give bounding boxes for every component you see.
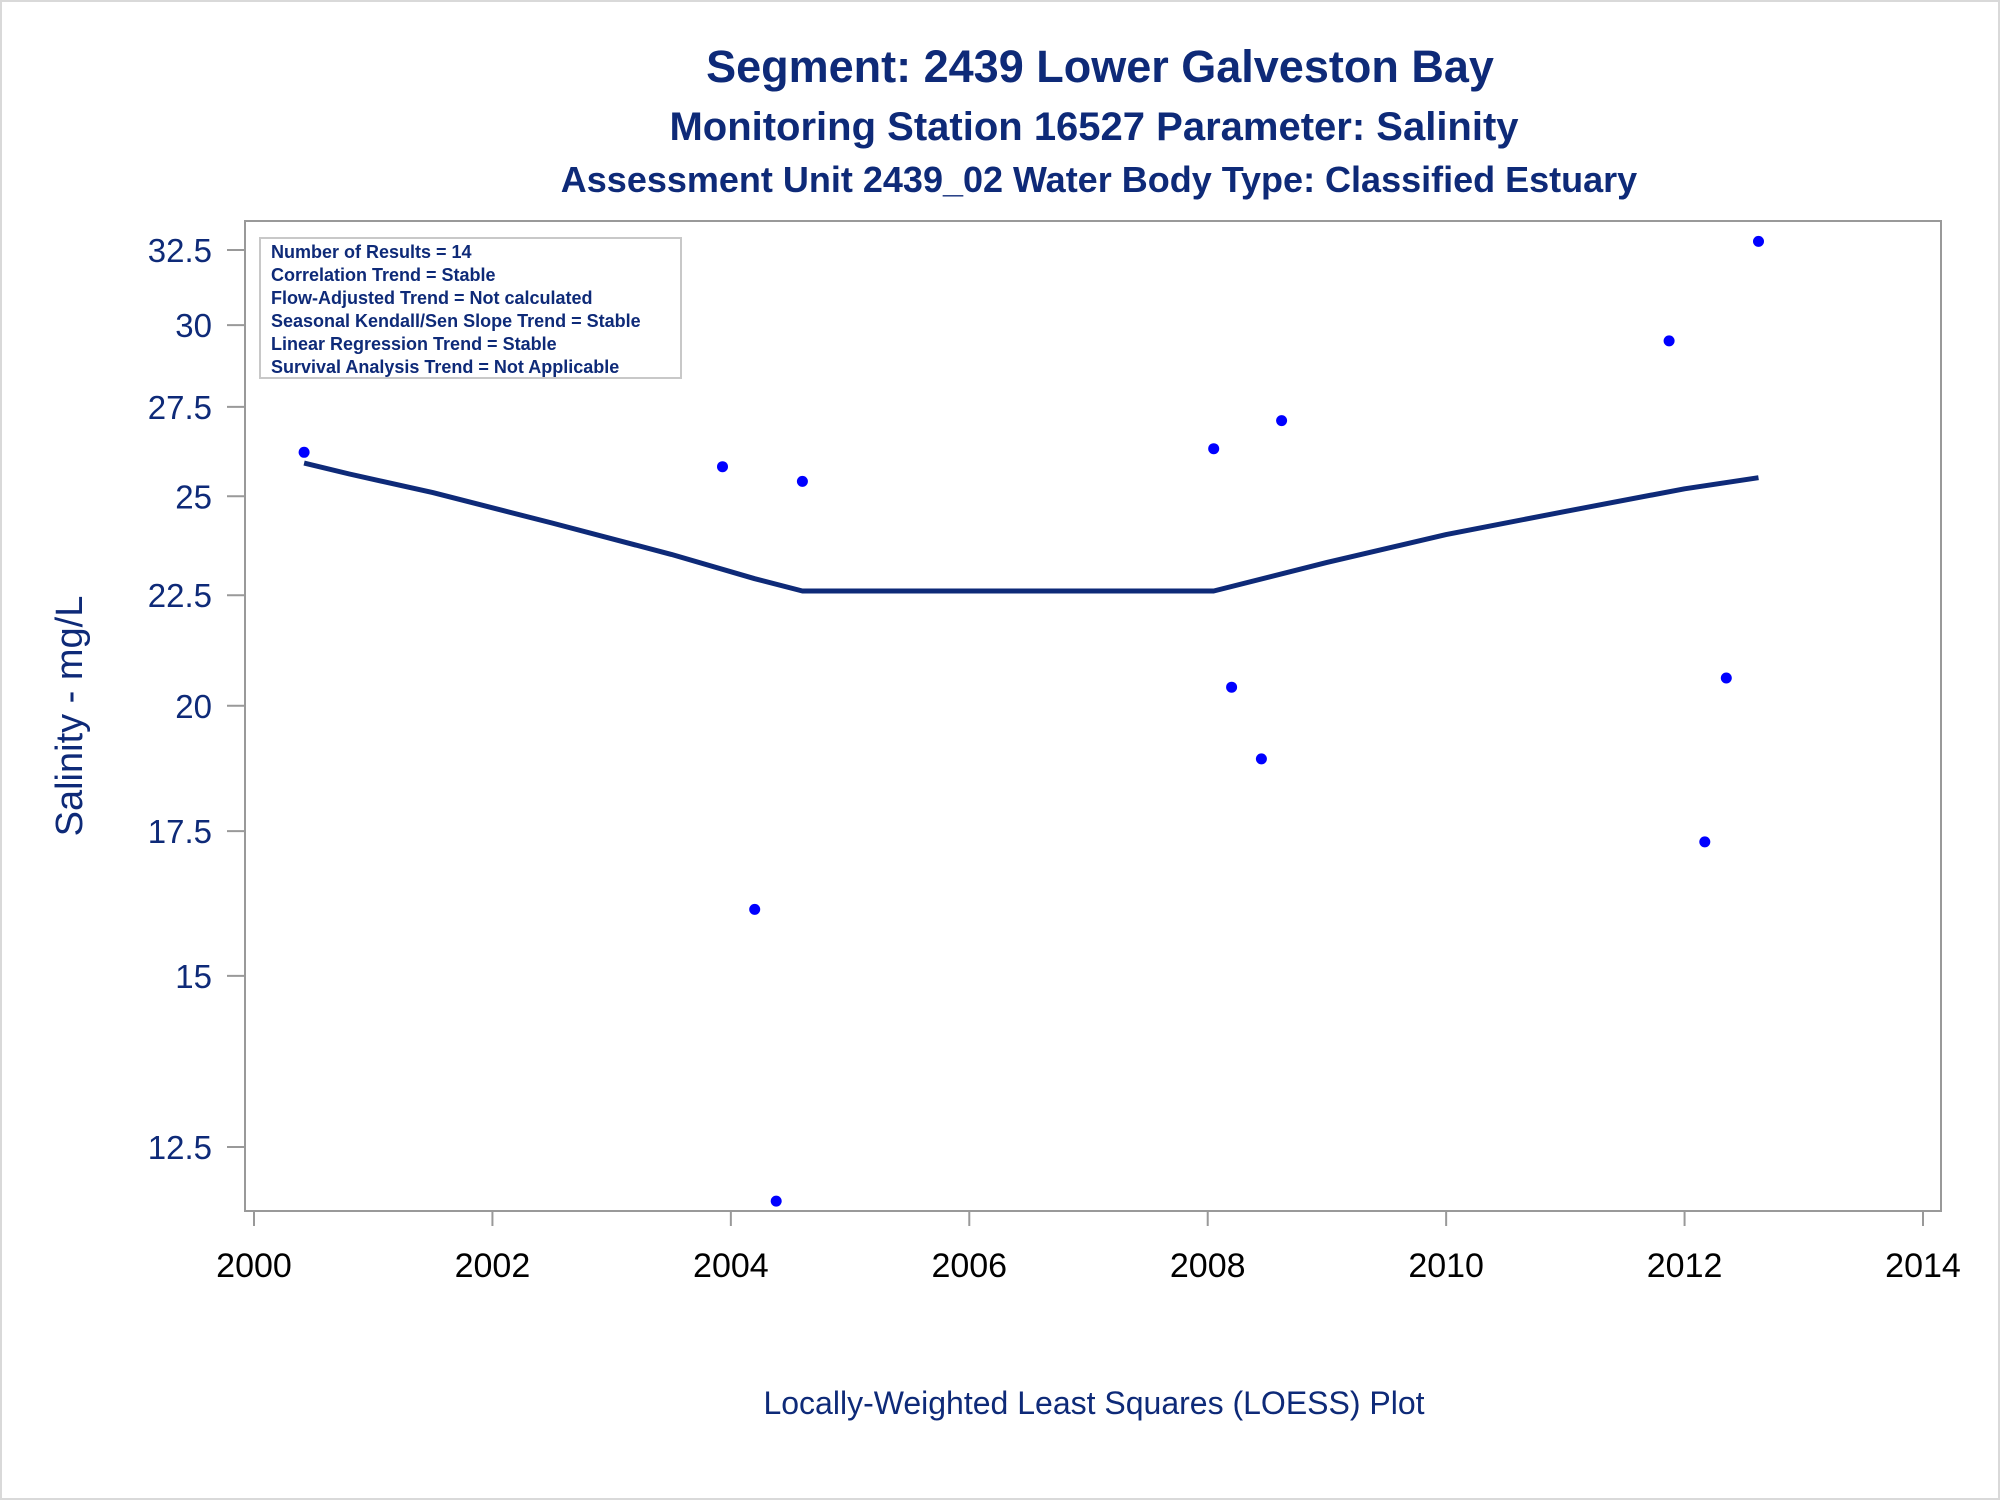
- data-point: [1663, 335, 1675, 347]
- data-point: [796, 475, 808, 487]
- x-tick-label: 2000: [216, 1247, 292, 1285]
- y-tick-label: 17.5: [148, 813, 212, 850]
- x-tick-label: 2004: [693, 1247, 769, 1285]
- stats-box: Number of Results = 14 Correlation Trend…: [259, 237, 682, 379]
- loess-trend-line: [303, 460, 1759, 594]
- data-point: [717, 461, 728, 473]
- y-tick-label: 32.5: [148, 232, 212, 269]
- chart-title: Segment: 2439 Lower Galveston Bay: [706, 41, 1494, 92]
- stats-number-of-results: Number of Results = 14: [271, 242, 472, 262]
- stats-linear-regression-trend: Linear Regression Trend = Stable: [271, 334, 557, 354]
- data-point: [1699, 836, 1711, 848]
- data-point: [1208, 443, 1220, 455]
- data-point: [749, 903, 761, 915]
- stats-box-border: [259, 237, 682, 379]
- y-axis-label: Salinity - mg/L: [49, 596, 91, 837]
- x-tick-label: 2006: [931, 1247, 1007, 1285]
- stats-flow-adjusted-trend: Flow-Adjusted Trend = Not calculated: [271, 288, 593, 308]
- y-tick-label: 20: [175, 688, 212, 725]
- chart-subtitle-station: Monitoring Station 16527 Parameter: Sali…: [669, 105, 1519, 149]
- chart-subtitle-assessment: Assessment Unit 2439_02 Water Body Type:…: [561, 159, 1637, 200]
- y-tick-label: 30: [175, 307, 212, 344]
- y-tick-label: 22.5: [148, 577, 212, 614]
- x-tick-label: 2008: [1170, 1247, 1246, 1285]
- x-axis-tick-labels: 2000 2002 2004 2006 2008 2010 2012 2014: [216, 1247, 1961, 1285]
- plot-area: [244, 220, 1942, 1212]
- stats-correlation-trend: Correlation Trend = Stable: [271, 265, 496, 285]
- x-tick-label: 2014: [1885, 1247, 1961, 1285]
- data-point: [1720, 672, 1732, 684]
- y-tick-label: 12.5: [148, 1129, 212, 1166]
- y-axis-tick-labels: 12.5 15 17.5 20 22.5 25 27.5 30 32.5: [148, 232, 212, 1166]
- y-tick-label: 15: [175, 958, 212, 995]
- y-tick-label: 25: [175, 478, 212, 515]
- x-tick-label: 2002: [455, 1247, 531, 1285]
- stats-seasonal-kendall-trend: Seasonal Kendall/Sen Slope Trend = Stabl…: [271, 311, 641, 331]
- x-axis-ticks: [253, 1211, 1924, 1226]
- x-tick-label: 2012: [1647, 1247, 1723, 1285]
- data-point: [770, 1195, 782, 1207]
- data-point: [1255, 753, 1267, 765]
- footnote: Locally-Weighted Least Squares (LOESS) P…: [763, 1385, 1424, 1421]
- data-point: [1226, 681, 1238, 693]
- y-tick-label: 27.5: [148, 389, 212, 426]
- x-tick-label: 2010: [1408, 1247, 1484, 1285]
- data-point: [298, 446, 310, 458]
- stats-survival-analysis-trend: Survival Analysis Trend = Not Applicable: [271, 357, 619, 377]
- y-axis-ticks: [227, 249, 245, 1148]
- data-point: [1753, 235, 1764, 247]
- data-point: [1276, 415, 1288, 427]
